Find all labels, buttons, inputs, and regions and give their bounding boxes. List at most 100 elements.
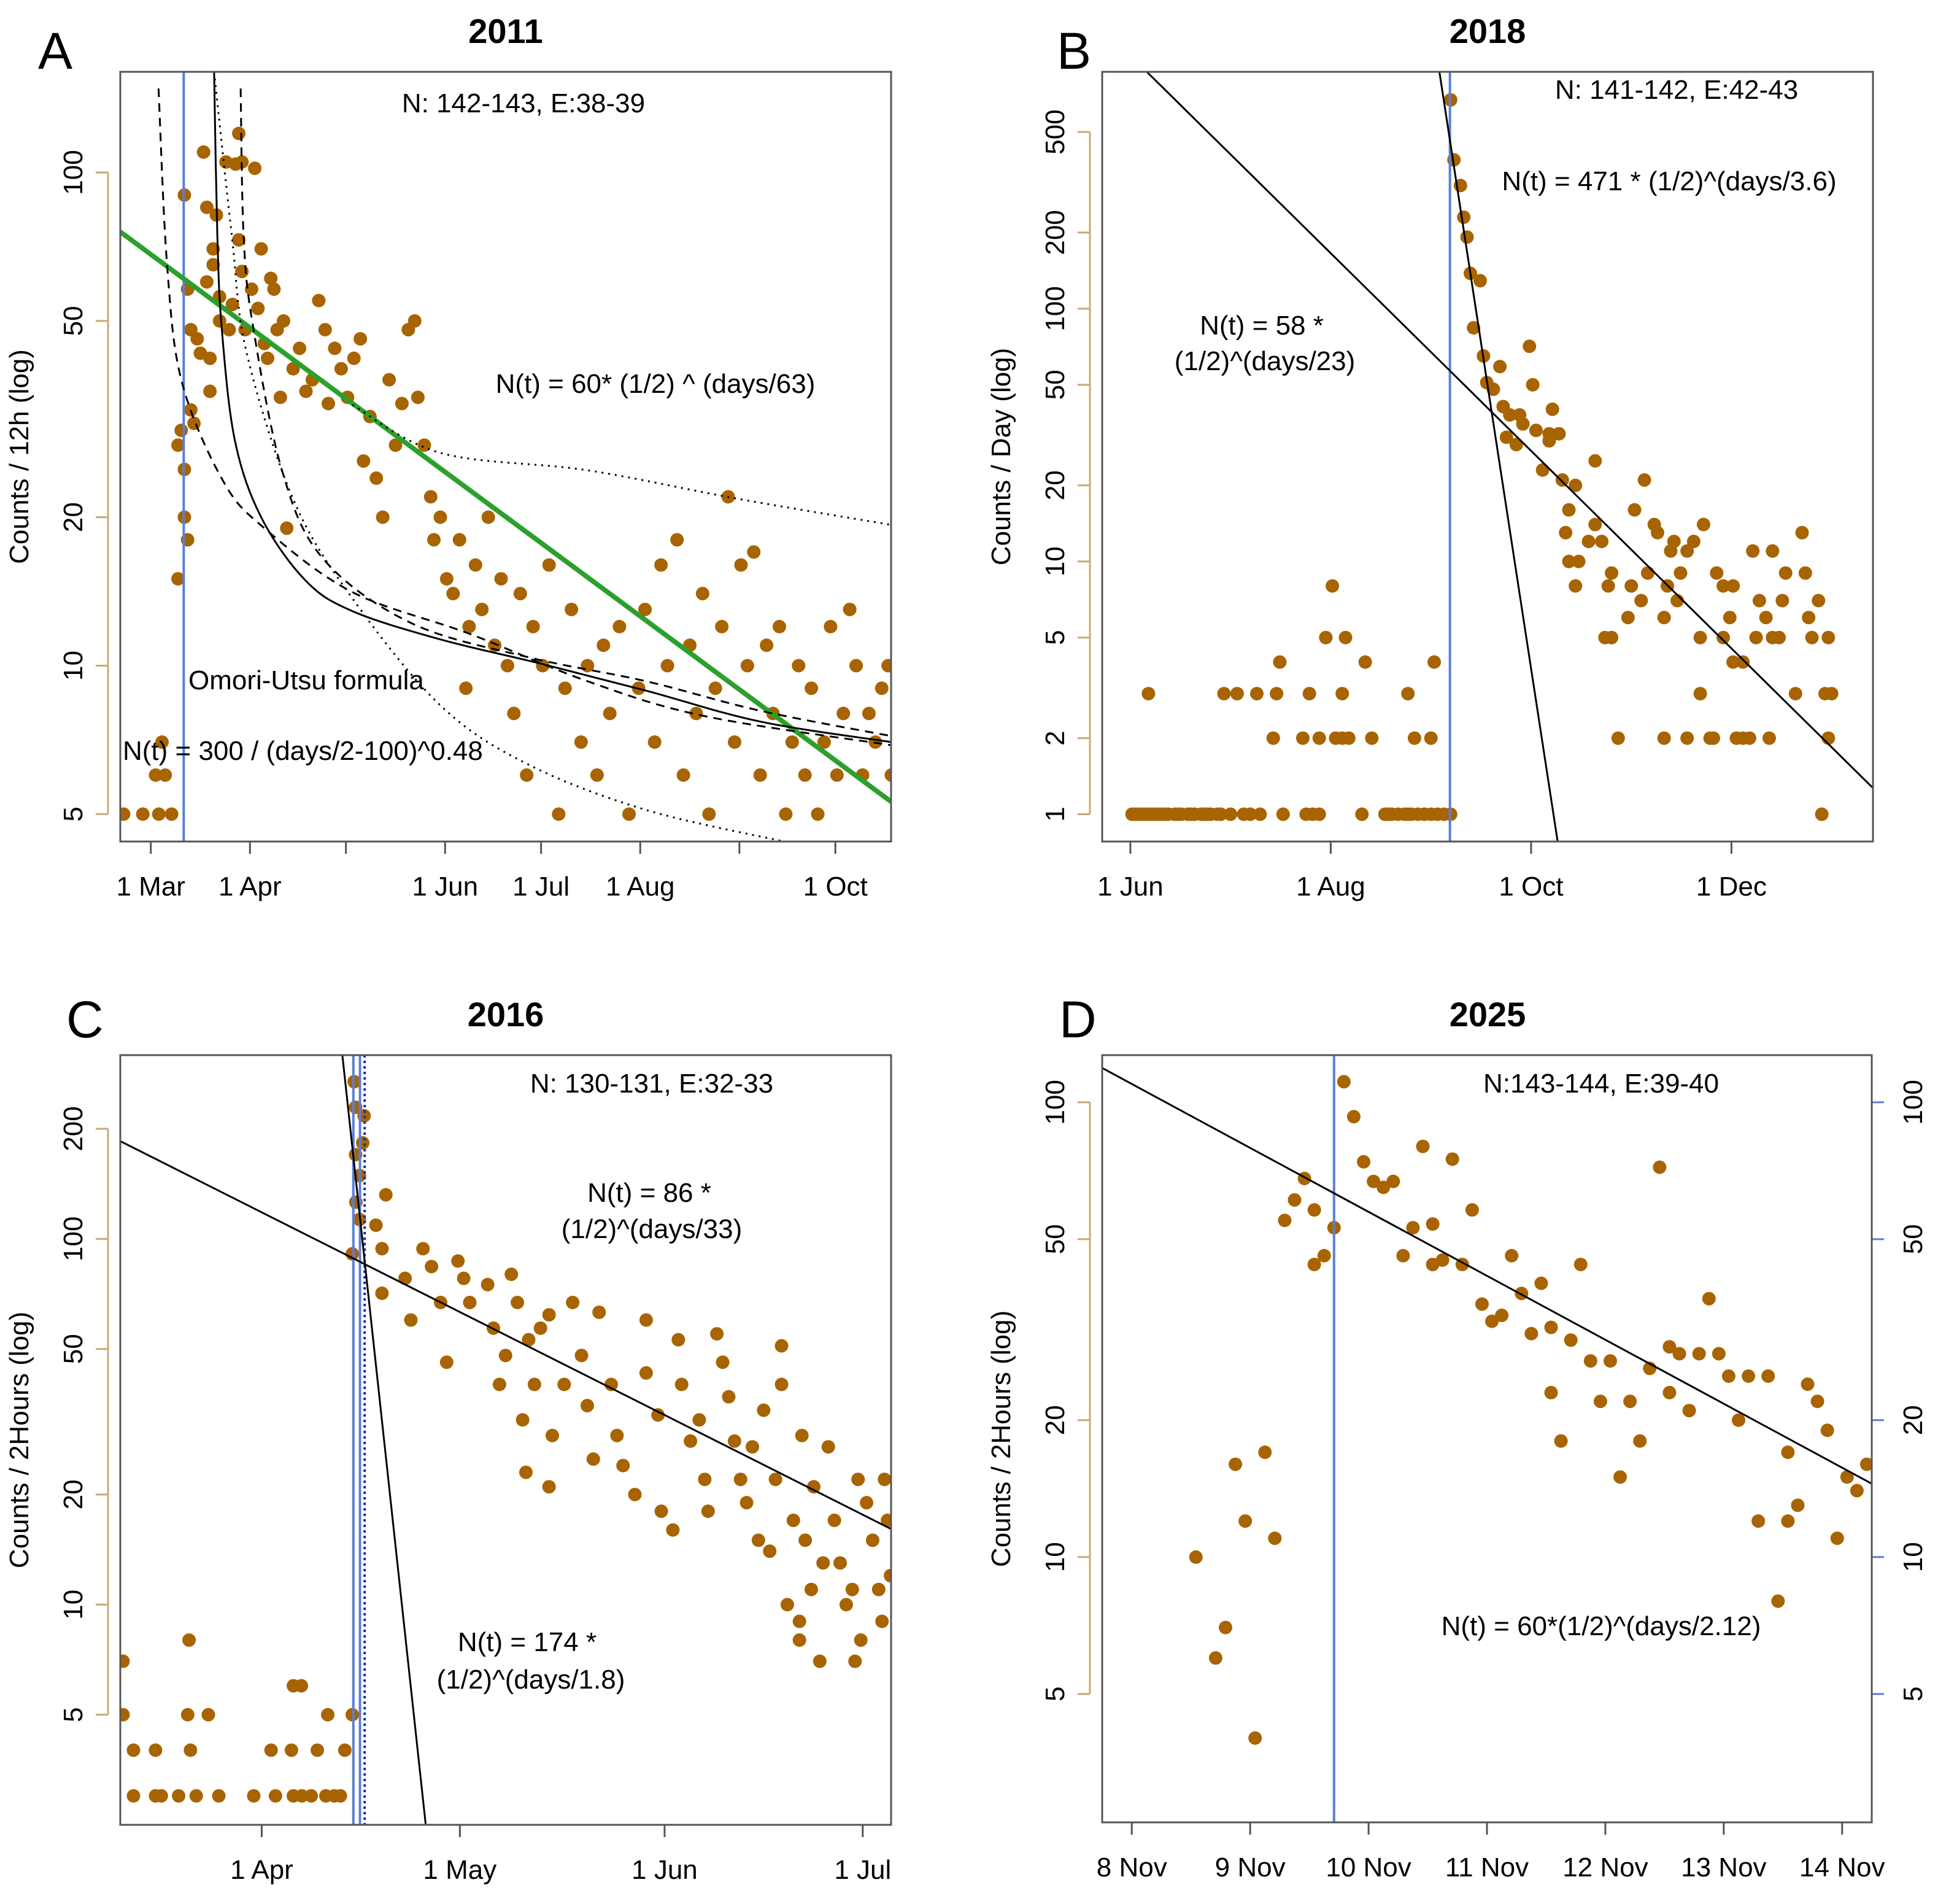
data-point bbox=[692, 1413, 706, 1427]
data-point bbox=[1499, 430, 1513, 444]
data-point bbox=[1588, 454, 1602, 468]
data-point bbox=[1457, 210, 1471, 224]
data-point bbox=[1588, 517, 1602, 532]
data-point bbox=[1230, 687, 1244, 701]
data-point bbox=[1680, 731, 1694, 745]
data-point bbox=[1307, 1258, 1321, 1272]
data-point bbox=[542, 1308, 556, 1322]
data-point bbox=[728, 735, 742, 749]
data-point bbox=[860, 1496, 874, 1510]
data-point bbox=[1544, 1320, 1558, 1334]
data-point bbox=[1473, 274, 1487, 288]
annotation-text: (1/2)^(days/1.8) bbox=[437, 1665, 625, 1695]
data-point bbox=[671, 1333, 685, 1347]
data-point bbox=[1572, 554, 1586, 568]
data-point bbox=[884, 768, 891, 782]
x-tick-label: 13 Nov bbox=[1681, 1852, 1766, 1883]
data-point bbox=[1367, 1174, 1381, 1188]
plot-frame bbox=[119, 71, 892, 843]
data-point bbox=[798, 1533, 813, 1547]
data-point bbox=[212, 1789, 226, 1803]
data-point bbox=[1581, 535, 1596, 549]
data-point bbox=[264, 1743, 278, 1757]
x-tick-label: 1 Dec bbox=[1696, 872, 1767, 902]
y-tick-label: 20 bbox=[1040, 470, 1070, 500]
data-point bbox=[1534, 1276, 1548, 1290]
y-tick-label: 10 bbox=[1040, 1542, 1070, 1572]
data-point bbox=[715, 619, 729, 633]
data-point bbox=[836, 706, 851, 721]
data-point bbox=[1312, 731, 1326, 745]
y-tick-label: 20 bbox=[58, 1479, 88, 1509]
annotation-text: (1/2)^(days/23) bbox=[1175, 346, 1356, 376]
data-point bbox=[293, 341, 307, 355]
data-point bbox=[1355, 807, 1369, 821]
data-point bbox=[1759, 611, 1773, 625]
panel-letter: C bbox=[66, 991, 104, 1048]
data-point bbox=[452, 533, 466, 547]
x-tick-label: 11 Nov bbox=[1445, 1852, 1529, 1883]
data-point bbox=[1771, 1594, 1785, 1608]
data-point bbox=[196, 145, 210, 159]
data-point bbox=[1716, 579, 1731, 593]
data-point bbox=[753, 768, 767, 782]
data-point bbox=[1214, 807, 1228, 821]
y-tick-label: 100 bbox=[58, 150, 88, 195]
data-point bbox=[1295, 731, 1310, 745]
data-point bbox=[164, 807, 179, 821]
data-point bbox=[1424, 731, 1438, 745]
fit-line bbox=[1438, 72, 1559, 842]
data-point bbox=[1357, 1155, 1371, 1169]
data-point bbox=[1505, 1248, 1519, 1263]
data-point bbox=[1465, 1203, 1479, 1217]
data-point bbox=[1821, 630, 1836, 644]
data-point bbox=[189, 1789, 203, 1803]
annotation-text: N: 141-142, E:42-43 bbox=[1555, 75, 1798, 105]
data-point bbox=[149, 768, 163, 782]
data-point bbox=[878, 1473, 891, 1487]
data-point bbox=[734, 558, 748, 572]
data-point bbox=[311, 1743, 325, 1757]
data-point bbox=[1485, 1314, 1499, 1328]
data-point bbox=[1376, 1180, 1391, 1194]
y-tick-label: 10 bbox=[58, 651, 88, 681]
data-point bbox=[1516, 417, 1530, 431]
data-point bbox=[612, 619, 627, 633]
data-point bbox=[180, 1708, 195, 1722]
y-tick-label: 100 bbox=[1040, 286, 1070, 331]
data-point bbox=[407, 314, 422, 328]
data-point bbox=[785, 735, 799, 749]
data-point bbox=[395, 397, 409, 411]
data-point bbox=[795, 1428, 809, 1442]
data-point bbox=[254, 242, 268, 256]
data-point bbox=[1778, 566, 1793, 580]
panel-c: C 2016 5 10 20 50 100 200 Counts / 2Hours (log) 1… bbox=[4, 991, 892, 1885]
data-point bbox=[268, 1789, 282, 1803]
data-point bbox=[1710, 566, 1724, 580]
data-point bbox=[566, 1296, 580, 1310]
right-y-tick-label: 10 bbox=[1898, 1542, 1928, 1572]
data-point bbox=[1791, 1498, 1805, 1512]
data-point bbox=[751, 1533, 765, 1547]
y-tick-label: 5 bbox=[1040, 1687, 1070, 1701]
data-point bbox=[369, 471, 384, 486]
data-point bbox=[1682, 1404, 1696, 1418]
data-point bbox=[813, 1654, 827, 1668]
data-point bbox=[1495, 1309, 1509, 1323]
data-point bbox=[684, 1434, 698, 1448]
data-point bbox=[1788, 687, 1802, 701]
data-point bbox=[158, 768, 172, 782]
data-point bbox=[462, 619, 476, 633]
data-point bbox=[1723, 611, 1737, 625]
x-tick-label: 1 Oct bbox=[1499, 872, 1563, 902]
data-point bbox=[520, 768, 534, 782]
data-point bbox=[805, 681, 819, 695]
data-point bbox=[494, 572, 508, 586]
data-point bbox=[586, 1452, 600, 1466]
data-point bbox=[247, 1789, 261, 1803]
data-point bbox=[411, 390, 425, 404]
data-point bbox=[1795, 525, 1809, 540]
x-tick-label: 10 Nov bbox=[1326, 1852, 1411, 1883]
data-point bbox=[519, 1465, 533, 1479]
data-point bbox=[1335, 687, 1349, 701]
